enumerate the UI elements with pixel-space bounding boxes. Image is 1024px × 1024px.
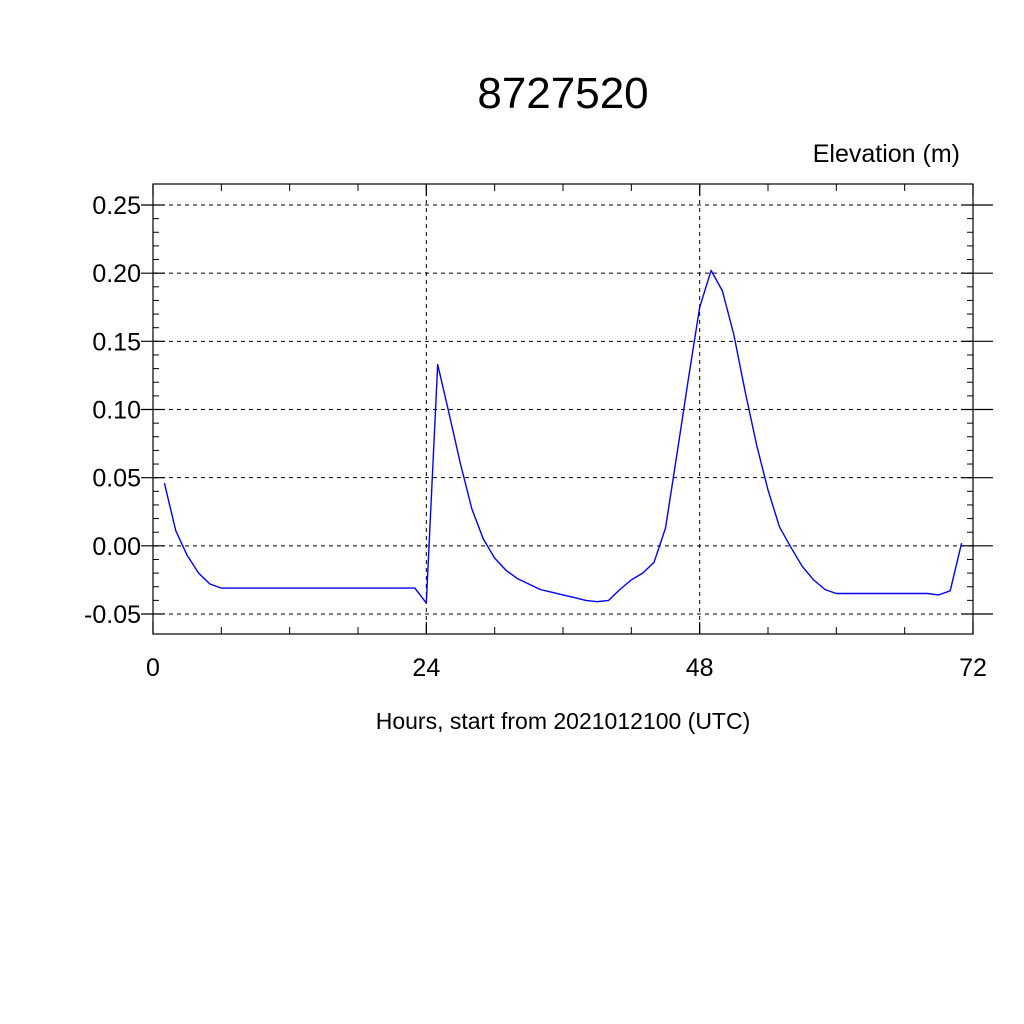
y-tick-label: 0.10 bbox=[92, 397, 141, 425]
grid bbox=[153, 184, 973, 634]
plot-frame bbox=[152, 183, 974, 635]
series-line bbox=[163, 269, 963, 604]
y-tick-label: 0.15 bbox=[92, 328, 141, 356]
y-tick-label: 0.20 bbox=[92, 260, 141, 288]
x-tick-label: 24 bbox=[412, 654, 440, 682]
y-tick-label: 0.00 bbox=[92, 533, 141, 561]
y-tick-label: -0.05 bbox=[84, 601, 141, 629]
x-tick-label: 0 bbox=[146, 654, 160, 682]
axis-ticks bbox=[141, 184, 993, 634]
y-tick-label: 0.25 bbox=[92, 192, 141, 220]
x-tick-label: 72 bbox=[959, 654, 987, 682]
series-layer bbox=[163, 269, 963, 604]
y-units-label: Elevation (m) bbox=[813, 140, 960, 168]
x-tick-label: 48 bbox=[686, 654, 714, 682]
y-tick-label: 0.05 bbox=[92, 465, 141, 493]
tick-labels: -0.05 0.00 0.05 0.10 0.15 0.20 0.25 0 24 48 72 bbox=[84, 192, 987, 682]
x-axis-label: Hours, start from 2021012100 (UTC) bbox=[376, 708, 751, 734]
chart-title: 8727520 bbox=[477, 69, 648, 118]
